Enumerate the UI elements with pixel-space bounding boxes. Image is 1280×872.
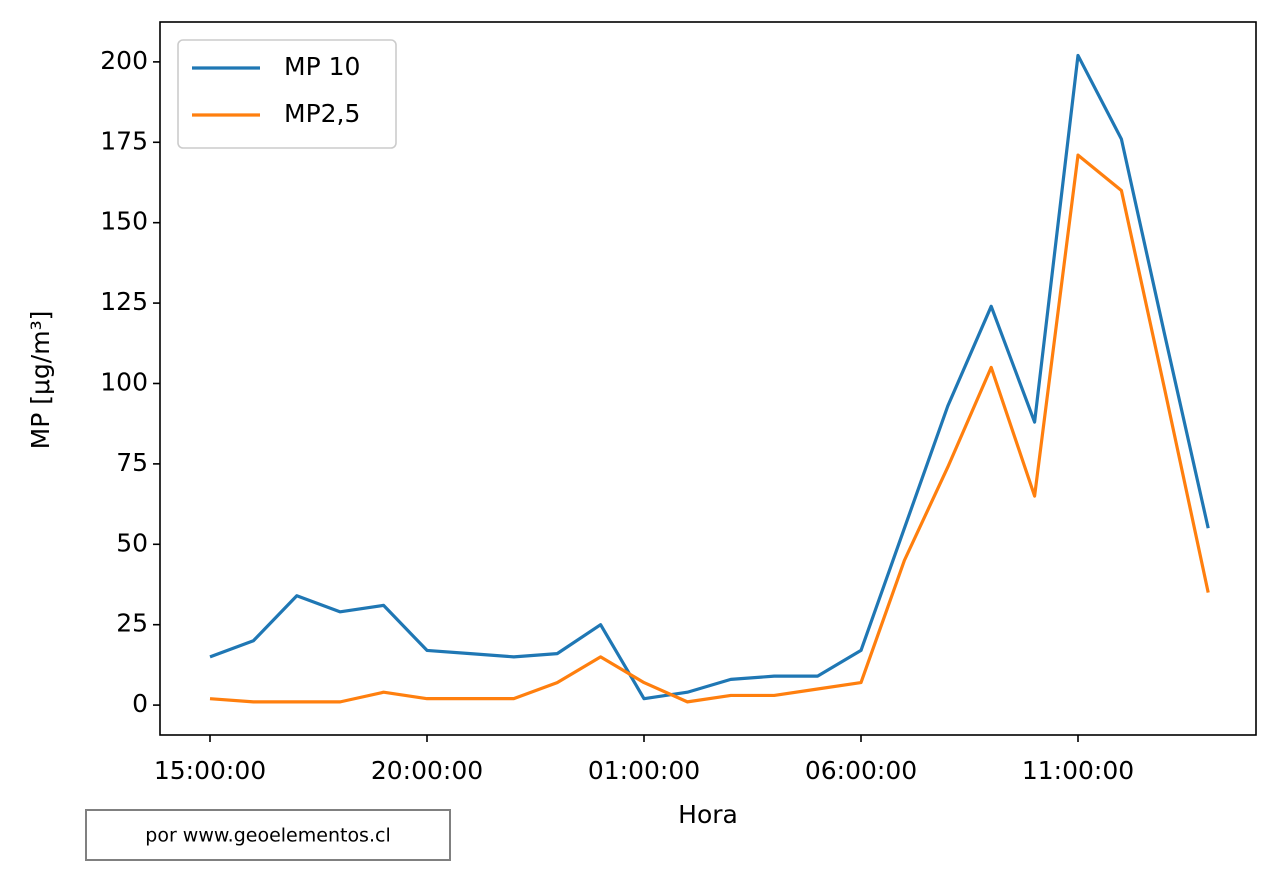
y-tick-label: 75 — [116, 448, 148, 477]
y-tick-label: 100 — [100, 367, 148, 396]
x-tick-label: 06:00:00 — [805, 756, 917, 785]
legend-label: MP2,5 — [284, 99, 360, 128]
x-tick-label: 20:00:00 — [371, 756, 483, 785]
y-tick-label: 50 — [116, 528, 148, 557]
plot-frame — [159, 21, 1257, 736]
legend-label: MP 10 — [284, 52, 360, 81]
x-tick-label: 01:00:00 — [588, 756, 700, 785]
line-series — [209, 53, 1210, 701]
y-tick-label: 125 — [100, 287, 148, 316]
line-series — [209, 153, 1210, 704]
y-axis-label: MP [μg/m³] — [26, 311, 55, 450]
x-tick-label: 15:00:00 — [154, 756, 266, 785]
y-tick-label: 200 — [100, 46, 148, 75]
x-tick-label: 11:00:00 — [1022, 756, 1134, 785]
annotation: por www.geoelementos.cl — [145, 825, 390, 847]
x-axis-label: Hora — [678, 800, 738, 829]
y-tick-label: 0 — [132, 689, 148, 718]
y-tick-label: 25 — [116, 609, 148, 638]
y-tick-label: 175 — [100, 126, 148, 155]
annotation-box — [85, 809, 451, 861]
y-tick-label: 150 — [100, 207, 148, 236]
